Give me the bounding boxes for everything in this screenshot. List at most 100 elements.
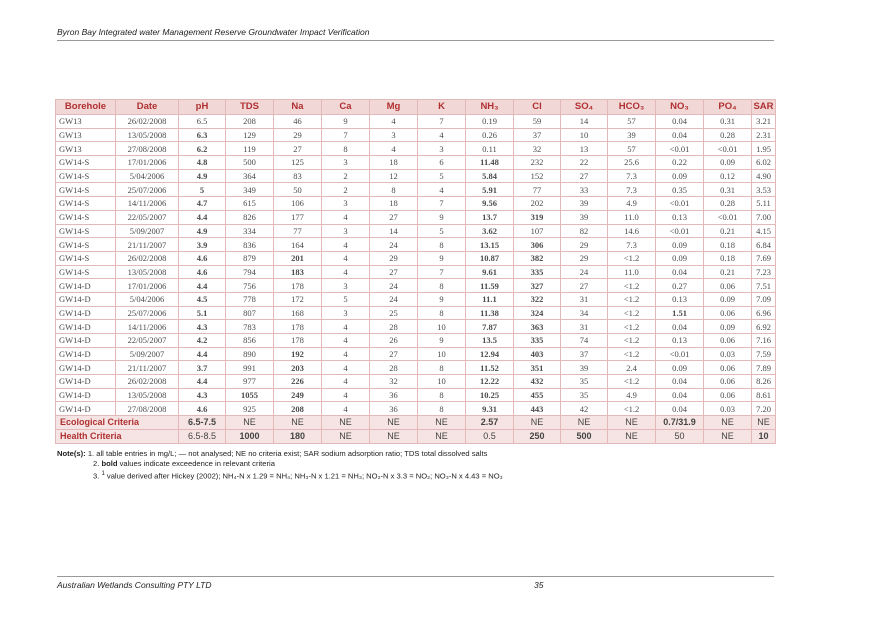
table-cell: 42 (560, 401, 608, 417)
table-cell: 794 (225, 264, 274, 280)
table-cell: 27 (273, 141, 322, 157)
table-cell: 3 (417, 141, 466, 157)
notes-label: Note(s): (57, 449, 86, 458)
table-cell: 11.0 (607, 209, 656, 225)
table-row: GW14-S 25/07/2006 5 349 50 2 8 4 5.91 77 33 7.3 0.35… (55, 182, 776, 198)
table-cell: 1.95 (751, 141, 776, 157)
table-cell: 4.6 (178, 401, 226, 417)
table-cell: 1055 (225, 387, 274, 403)
table-cell: 382 (513, 250, 561, 266)
table-cell: 0.06 (703, 278, 752, 293)
table-cell: 6.02 (751, 155, 776, 170)
column-header: SAR (751, 99, 776, 115)
table-cell: 6 (417, 155, 466, 170)
table-cell: 36 (369, 401, 418, 417)
table-cell: 4.4 (178, 278, 226, 293)
criteria-cell: NE (369, 415, 418, 430)
table-cell: 14/11/2006 (115, 196, 179, 211)
table-cell: 879 (225, 250, 274, 266)
table-cell: 25/07/2006 (115, 305, 179, 321)
table-cell: 27 (369, 264, 418, 280)
table-cell: 13.7 (465, 209, 514, 225)
table-cell: 27 (560, 168, 608, 184)
criteria-cell: 0.5 (465, 428, 514, 444)
table-cell: 3 (321, 155, 370, 170)
criteria-cell: NE (417, 415, 466, 430)
table-cell: 13/05/2008 (115, 127, 179, 143)
table-row: GW13 27/08/2008 6.2 119 27 8 4 3 0.11 32 13 57 <0.01… (55, 141, 776, 157)
table-row: GW14-S 5/09/2007 4.9 334 77 3 14 5 3.62 107 82 14.6… (55, 223, 776, 239)
column-header: Date (115, 99, 179, 115)
table-cell: 39 (560, 360, 608, 376)
table-cell: 8 (369, 182, 418, 198)
table-cell: 5/09/2007 (115, 346, 179, 362)
table-cell: 3.7 (178, 360, 226, 376)
table-cell: 14 (369, 223, 418, 239)
table-cell: 172 (273, 291, 322, 307)
table-row: GW14-S 22/05/2007 4.4 826 177 4 27 9 13.7 319 39 11… (55, 209, 776, 225)
table-cell: 0.04 (655, 264, 704, 280)
groundwater-quality-table: Borehole Date pH TDS Na Ca Mg K NH₃ Cl SO₄ HCO₃ NO₃ P… (55, 99, 776, 444)
table-cell: 27/08/2008 (115, 141, 179, 157)
table-cell: 14 (560, 114, 608, 129)
table-cell: 10.25 (465, 387, 514, 403)
table-cell: 443 (513, 401, 561, 417)
table-cell: 8.61 (751, 387, 776, 403)
table-cell: 32 (369, 374, 418, 389)
table-cell: 0.19 (465, 114, 514, 129)
table-cell: 26/02/2008 (115, 114, 179, 129)
table-cell: 306 (513, 237, 561, 252)
table-cell: 21/11/2007 (115, 237, 179, 252)
table-cell: GW14-S (55, 168, 116, 184)
table-cell: 0.04 (655, 387, 704, 403)
table-row: GW14-S 5/04/2006 4.9 364 83 2 12 5 5.84 152 27 7.3 0… (55, 168, 776, 184)
table-cell: 856 (225, 333, 274, 348)
table-cell: 168 (273, 305, 322, 321)
table-cell: 18 (369, 196, 418, 211)
table-cell: 6.84 (751, 237, 776, 252)
criteria-cell: NE (607, 415, 656, 430)
table-cell: <1.2 (607, 291, 656, 307)
table-cell: 36 (369, 387, 418, 403)
table-cell: 4.8 (178, 155, 226, 170)
column-header: NO₃ (655, 99, 704, 115)
table-cell: 0.09 (655, 360, 704, 376)
table-cell: 226 (273, 374, 322, 389)
criteria-cell: NE (369, 428, 418, 444)
criteria-cell: 250 (513, 428, 561, 444)
table-cell: 25/07/2006 (115, 182, 179, 198)
table-cell: 201 (273, 250, 322, 266)
table-cell: GW14-S (55, 196, 116, 211)
table-cell: GW14-D (55, 291, 116, 307)
table-cell: 33 (560, 182, 608, 198)
column-header: NH₃ (465, 99, 514, 115)
table-cell: 0.18 (703, 250, 752, 266)
criteria-cell: NE (751, 415, 776, 430)
table-cell: 17/01/2006 (115, 278, 179, 293)
table-cell: 9 (417, 250, 466, 266)
table-cell: 29 (560, 237, 608, 252)
criteria-cell: 6.5-8.5 (178, 428, 226, 444)
table-cell: 2.4 (607, 360, 656, 376)
table-cell: 778 (225, 291, 274, 307)
table-cell: 455 (513, 387, 561, 403)
table-cell: 152 (513, 168, 561, 184)
table-cell: 3 (369, 127, 418, 143)
table-cell: 13.15 (465, 237, 514, 252)
table-cell: 24 (369, 278, 418, 293)
table-row: GW14-S 21/11/2007 3.9 836 164 4 24 8 13.15 306 29 7… (55, 237, 776, 252)
table-cell: 0.03 (703, 346, 752, 362)
table-cell: 0.09 (703, 319, 752, 334)
table-cell: 836 (225, 237, 274, 252)
column-header: PO₄ (703, 99, 752, 115)
table-cell: 4.7 (178, 196, 226, 211)
table-cell: 11.59 (465, 278, 514, 293)
table-cell: 3.53 (751, 182, 776, 198)
table-cell: 4.9 (607, 196, 656, 211)
table-cell: 500 (225, 155, 274, 170)
table-cell: 0.09 (703, 155, 752, 170)
table-cell: 0.09 (655, 168, 704, 184)
document-header-title: Byron Bay Integrated water Management Re… (57, 27, 370, 37)
table-cell: 3 (321, 223, 370, 239)
table-cell: 4.2 (178, 333, 226, 348)
